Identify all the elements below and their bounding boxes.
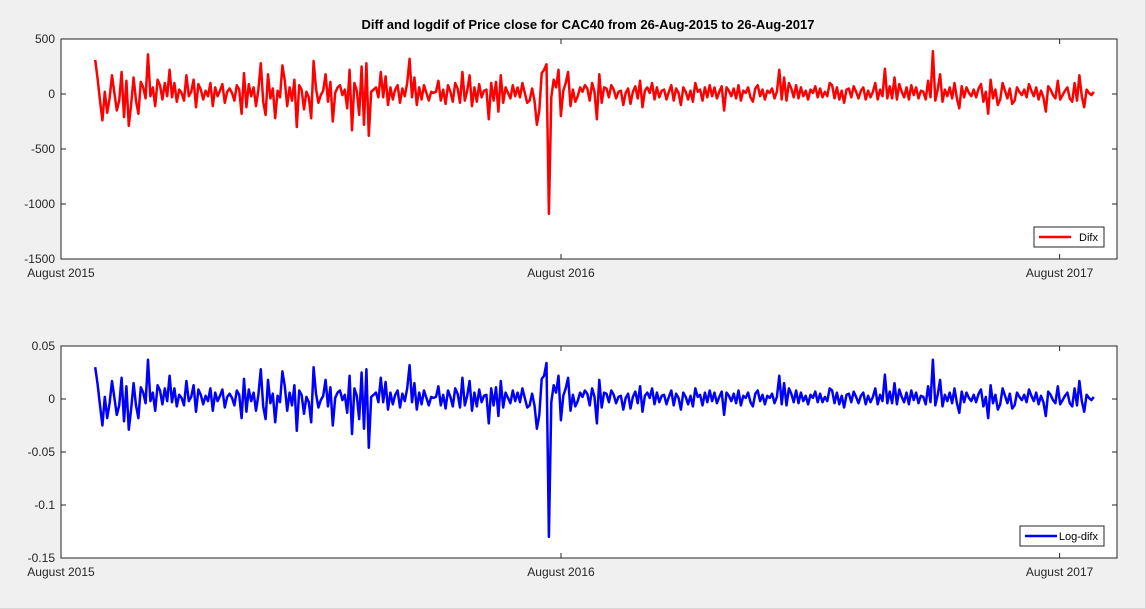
plot-area <box>60 38 1118 260</box>
x-tick-label: August 2016 <box>527 266 595 280</box>
y-tick-label: 0 <box>48 392 55 406</box>
y-tick-label: 0.05 <box>32 339 56 353</box>
y-tick-label: -1500 <box>24 252 55 266</box>
x-tick-label: August 2017 <box>1026 266 1094 280</box>
legend-box <box>1019 525 1105 547</box>
y-tick-label: -0.1 <box>34 498 55 512</box>
legend[interactable]: Difx <box>1033 226 1105 248</box>
y-tick-label: -0.15 <box>28 551 56 565</box>
y-tick-label: -1000 <box>24 197 55 211</box>
series-line-log-difx[interactable] <box>93 358 1095 539</box>
legend[interactable]: Log-difx <box>1019 525 1105 547</box>
series-line-difx[interactable] <box>93 49 1095 216</box>
figure-title: Diff and logdif of Price close for CAC40… <box>362 17 815 32</box>
y-tick-label: -0.05 <box>28 445 56 459</box>
plot-area <box>60 345 1118 559</box>
x-tick-label: August 2016 <box>527 565 595 579</box>
x-tick-label: August 2015 <box>27 565 95 579</box>
x-tick-label: August 2015 <box>27 266 95 280</box>
y-tick-label: 0 <box>48 87 55 101</box>
legend-label: Difx <box>1079 232 1098 244</box>
legend-label: Log-difx <box>1059 531 1099 543</box>
x-tick-label: August 2017 <box>1026 565 1094 579</box>
y-tick-label: 500 <box>35 32 55 46</box>
y-tick-label: -500 <box>31 142 55 156</box>
